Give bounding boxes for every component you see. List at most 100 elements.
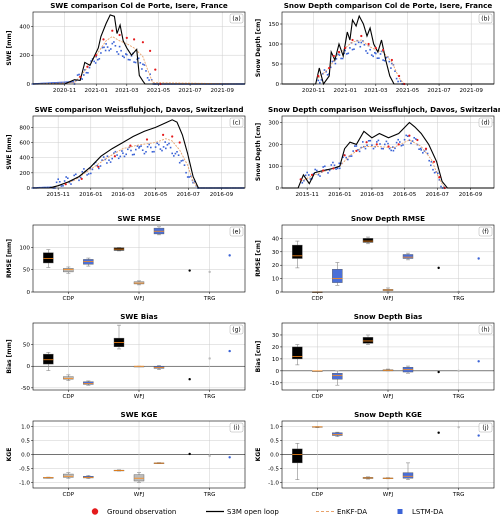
lstm-point [336, 167, 339, 170]
ground-point [79, 75, 82, 78]
lstm-point [317, 79, 320, 82]
ground-point [317, 74, 320, 78]
x-tick-label: WFJ [134, 492, 145, 498]
y-tick-label: 10 [272, 357, 280, 363]
ground-point [360, 34, 363, 38]
legend-label: EnKF-DA [337, 508, 367, 516]
lstm-point [438, 179, 441, 181]
lstm-point [358, 150, 361, 153]
lstm-point [391, 62, 393, 65]
box-s3m [292, 244, 303, 259]
panel-label: (f) [482, 229, 489, 236]
lstm-point [433, 171, 436, 174]
lstm-point [139, 62, 142, 64]
panel-title: Snow Depth RMSE [351, 214, 425, 223]
box-s3m [362, 337, 374, 344]
ground-point [64, 183, 67, 186]
lstm-point [114, 45, 117, 47]
lstm-point [349, 47, 351, 49]
x-tick-label: WFJ [383, 492, 394, 498]
panel-a: SWE comparison Col de Porte, Isere, Fran… [6, 1, 246, 94]
y-tick-label: -0.5 [268, 466, 279, 472]
lstm-point [332, 161, 334, 164]
y-tick-label: 0 [26, 290, 30, 296]
lstm-point [57, 81, 59, 84]
lstm-point [148, 143, 150, 146]
series-ground [299, 134, 446, 190]
single-point-lstm [477, 434, 480, 437]
lstm-point [423, 150, 426, 152]
series-s3m [33, 119, 245, 189]
x-tick-label: 2021-01 [334, 88, 358, 94]
lstm-point [402, 144, 404, 146]
lstm-point [381, 50, 383, 53]
lstm-point [344, 49, 346, 52]
lstm-point [98, 167, 100, 170]
x-tick-label: WFJ [134, 296, 145, 302]
lstm-point [141, 68, 143, 70]
lstm-point [303, 179, 305, 182]
lstm-point [178, 161, 181, 164]
series-enkf [300, 139, 446, 189]
panel-title: SWE comparison Weissfluhjoch, Davos, Swi… [34, 105, 243, 114]
lstm-point [374, 52, 376, 54]
lstm-point [60, 81, 62, 84]
lstm-point [59, 181, 61, 183]
series-s3m [33, 14, 245, 85]
lstm-point [84, 69, 86, 71]
lstm-point [146, 77, 149, 79]
lstm-point [350, 155, 353, 157]
lstm-point [420, 149, 422, 151]
lstm-point [148, 79, 150, 81]
lstm-point [173, 155, 175, 157]
x-tick-label: 2016-07 [177, 192, 201, 198]
lstm-point [357, 149, 359, 151]
ground-point [397, 143, 400, 146]
lstm-point [70, 183, 72, 185]
y-tick-label: 0.0 [270, 453, 279, 459]
lstm-point [156, 142, 158, 145]
lstm-point [150, 146, 152, 149]
x-tick-label: 2021-07 [427, 88, 451, 94]
panel-label-box [478, 324, 493, 335]
ground-point [382, 48, 385, 52]
lstm-point [422, 152, 424, 154]
lstm-point [126, 53, 128, 56]
panel-g: SWE Bias Bias [mm] -50 0 50 CDP WFJ TRG (g) [6, 312, 246, 400]
single-point-enkf [457, 425, 460, 429]
lstm-point [392, 149, 395, 152]
panel-title: SWE Bias [120, 312, 158, 321]
panel-title: SWE KGE [121, 410, 158, 419]
lstm-point [369, 48, 371, 51]
box-lstm [332, 373, 343, 380]
lstm-point [367, 140, 370, 142]
lstm-point [118, 45, 121, 48]
lstm-point [342, 156, 344, 158]
lstm-point [129, 59, 131, 61]
lstm-point [102, 156, 105, 158]
lstm-point [83, 168, 85, 170]
lstm-point [347, 52, 350, 55]
single-point-s3m [437, 370, 440, 374]
ground-point [129, 144, 132, 147]
x-tick-label: 2016-09 [210, 192, 234, 198]
legend-marker [397, 509, 403, 514]
lstm-point [375, 52, 377, 55]
lstm-point [382, 59, 384, 61]
y-tick-label: 0 [275, 369, 279, 375]
lstm-point [319, 81, 321, 84]
lstm-point [166, 144, 169, 146]
ground-point [171, 135, 174, 138]
y-tick-label: 200 [19, 53, 30, 59]
y-axis-label: Snow Depth [cm] [255, 123, 262, 181]
panel-label: (d) [481, 120, 490, 127]
axes-frame [32, 420, 246, 489]
lstm-point [117, 157, 120, 160]
lstm-point [94, 62, 97, 64]
lstm-point [85, 71, 88, 74]
box-s3m [43, 252, 54, 264]
y-axis-label: SWE [mm] [6, 30, 13, 65]
y-axis-label: Bias [cm] [255, 340, 262, 372]
x-tick-label: WFJ [383, 296, 394, 302]
y-tick-label: 20 [272, 263, 280, 269]
